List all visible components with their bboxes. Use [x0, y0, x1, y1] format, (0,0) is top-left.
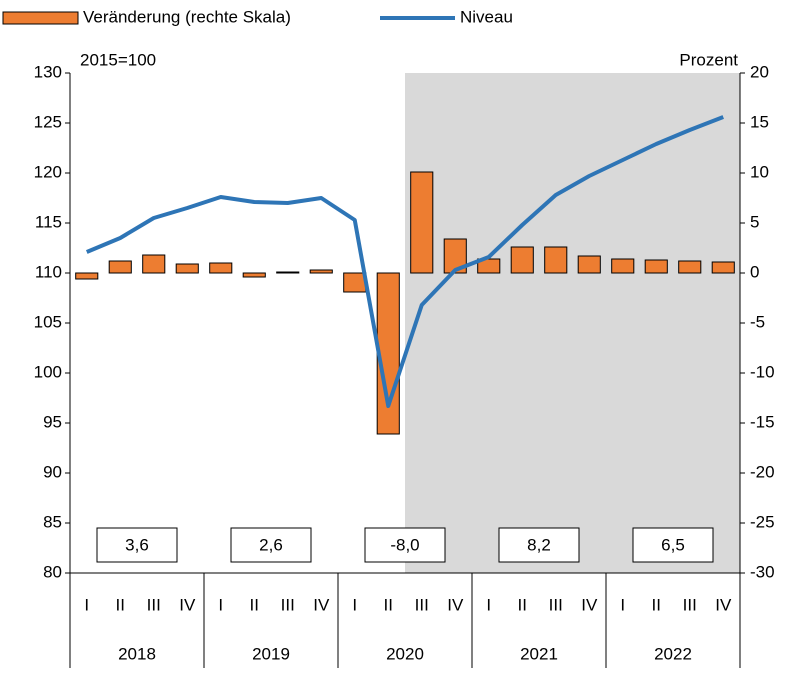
x-tick-label: I [352, 595, 357, 614]
year-label: 2021 [520, 644, 558, 663]
y-tick-label: 125 [34, 112, 62, 131]
bar [577, 255, 601, 274]
x-tick-label: III [147, 595, 161, 614]
x-tick-label: I [486, 595, 491, 614]
x-tick-label: IV [179, 595, 196, 614]
annual-box [364, 527, 446, 563]
forecast-shading [405, 73, 740, 573]
bar [242, 272, 266, 278]
y2-tick-label: 20 [750, 62, 769, 81]
x-tick-label: II [116, 595, 125, 614]
y-tick-label: 80 [43, 562, 62, 581]
bar [75, 272, 99, 280]
annual-value-label: 8,2 [527, 535, 551, 554]
annual-box [96, 527, 178, 563]
y-tick-label: 130 [34, 62, 62, 81]
x-tick-label: III [415, 595, 429, 614]
annual-value-label: -8,0 [390, 535, 419, 554]
x-tick-label: IV [581, 595, 598, 614]
x-tick-label: III [281, 595, 295, 614]
annual-value-label: 2,6 [259, 535, 283, 554]
year-label: 2018 [118, 644, 156, 663]
y2-tick-label: -25 [750, 512, 775, 531]
line [85, 115, 724, 408]
y2-tick-label: -15 [750, 412, 775, 431]
bar [410, 171, 434, 274]
annual-value-label: 6,5 [661, 535, 685, 554]
y2-tick-label: -10 [750, 362, 775, 381]
year-label: 2019 [252, 644, 290, 663]
bar [142, 254, 166, 274]
x-tick-label: II [518, 595, 527, 614]
year-label: 2022 [654, 644, 692, 663]
x-tick-label: I [218, 595, 223, 614]
y-tick-label: 90 [43, 462, 62, 481]
x-tick-label: II [652, 595, 661, 614]
bar [343, 272, 367, 293]
y-tick-label: 115 [35, 212, 62, 231]
y2-tick-label: -30 [750, 562, 775, 581]
annual-box [632, 527, 714, 563]
x-tick-label: III [683, 595, 697, 614]
bar [510, 246, 534, 274]
bar [644, 259, 668, 274]
bar [108, 260, 132, 274]
y-tick-label: 95 [43, 412, 62, 431]
legend-label: Veränderung (rechte Skala) [83, 7, 291, 26]
bar [544, 246, 568, 274]
y2-tick-label: -5 [750, 312, 765, 331]
y-axis-label: 2015=100 [80, 50, 156, 69]
x-tick-label: IV [715, 595, 732, 614]
y2-tick-label: 10 [750, 162, 769, 181]
x-tick-label: IV [447, 595, 464, 614]
annual-box [230, 527, 312, 563]
x-tick-label: IV [313, 595, 330, 614]
legend-swatch [2, 11, 79, 25]
annual-box [498, 527, 580, 563]
x-tick-label: II [250, 595, 259, 614]
bar [443, 238, 467, 274]
bar [309, 269, 333, 274]
y2-axis-label: Prozent [679, 50, 738, 69]
y-tick-label: 85 [43, 512, 62, 531]
bar [611, 258, 635, 274]
y-tick-label: 100 [34, 362, 62, 381]
legend-label: Niveau [460, 7, 513, 26]
bar [175, 263, 199, 274]
bar [711, 261, 735, 274]
x-tick-label: II [384, 595, 393, 614]
y-tick-label: 105 [34, 312, 62, 331]
year-label: 2020 [386, 644, 424, 663]
x-tick-label: I [620, 595, 625, 614]
annual-value-label: 3,6 [125, 535, 149, 554]
y2-tick-label: -20 [750, 462, 775, 481]
y2-tick-label: 5 [750, 212, 759, 231]
y-tick-label: 110 [35, 262, 62, 281]
y-tick-label: 120 [34, 162, 62, 181]
x-tick-label: I [84, 595, 89, 614]
bar [209, 262, 233, 274]
x-tick-label: III [549, 595, 563, 614]
bar [276, 271, 300, 274]
y2-tick-label: 0 [750, 262, 759, 281]
y2-tick-label: 15 [750, 112, 769, 131]
bar [678, 260, 702, 274]
